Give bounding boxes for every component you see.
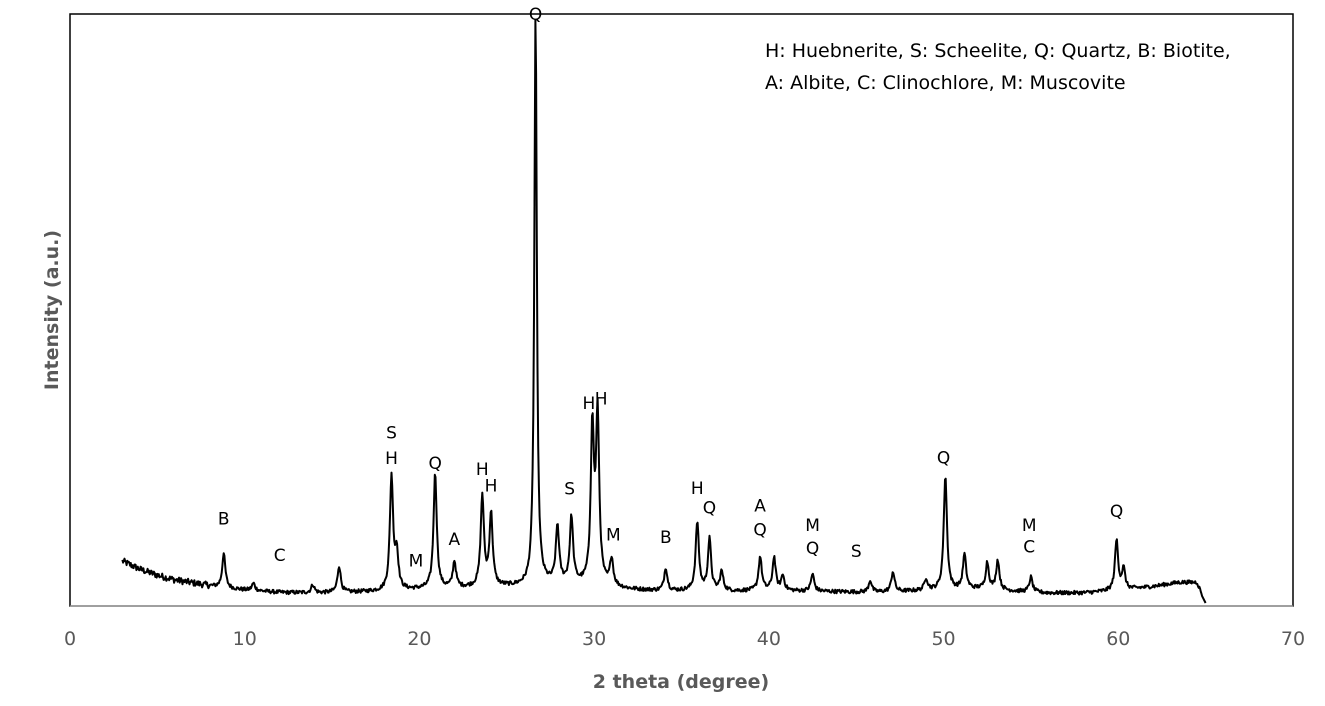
legend-line-1: H: Huebnerite, S: Scheelite, Q: Quartz, … — [765, 40, 1231, 62]
peak-label: H — [476, 460, 489, 480]
legend-line-2: A: Albite, C: Clinochlore, M: Muscovite — [765, 72, 1126, 94]
x-tick-label: 30 — [582, 628, 606, 650]
x-tick-label: 70 — [1281, 628, 1305, 650]
peak-label: B — [218, 509, 230, 529]
peak-label: Q — [753, 521, 766, 541]
peak-label: A — [449, 530, 461, 550]
peak-label: Q — [1110, 502, 1123, 522]
peak-label: Q — [428, 454, 441, 474]
peak-label: M — [606, 525, 621, 545]
x-tick-label: 10 — [233, 628, 257, 650]
x-tick-label: 20 — [407, 628, 431, 650]
peak-label: H — [385, 449, 398, 469]
peak-label: C — [274, 546, 286, 566]
x-tick-label: 50 — [931, 628, 955, 650]
peak-label: Q — [806, 539, 819, 559]
peak-label: M — [805, 516, 820, 536]
peak-label: Q — [937, 448, 950, 468]
peak-label: M — [1022, 516, 1037, 536]
peak-label: H — [595, 390, 608, 410]
y-axis-title: Intensity (a.u.) — [41, 230, 63, 390]
peak-label: B — [660, 528, 672, 548]
x-tick-labels: 0 10 20 30 40 50 60 70 — [64, 628, 1305, 650]
peak-label: H — [485, 477, 498, 497]
peak-label: S — [851, 542, 862, 562]
x-tick-label: 0 — [64, 628, 76, 650]
x-tick-label: 60 — [1106, 628, 1130, 650]
peak-label: H — [691, 479, 704, 499]
peak-label: A — [754, 496, 766, 516]
peak-label: H — [583, 394, 596, 414]
peak-label: Q — [703, 499, 716, 519]
peak-label: S — [386, 423, 397, 443]
x-axis-title: 2 theta (degree) — [593, 671, 769, 693]
peak-label: S — [564, 480, 575, 500]
xrd-pattern-line — [121, 19, 1207, 604]
peak-label: C — [1023, 538, 1035, 558]
legend: H: Huebnerite, S: Scheelite, Q: Quartz, … — [765, 40, 1231, 94]
x-tick-label: 40 — [757, 628, 781, 650]
peak-label: Q — [529, 5, 542, 25]
peak-label: M — [409, 551, 424, 571]
